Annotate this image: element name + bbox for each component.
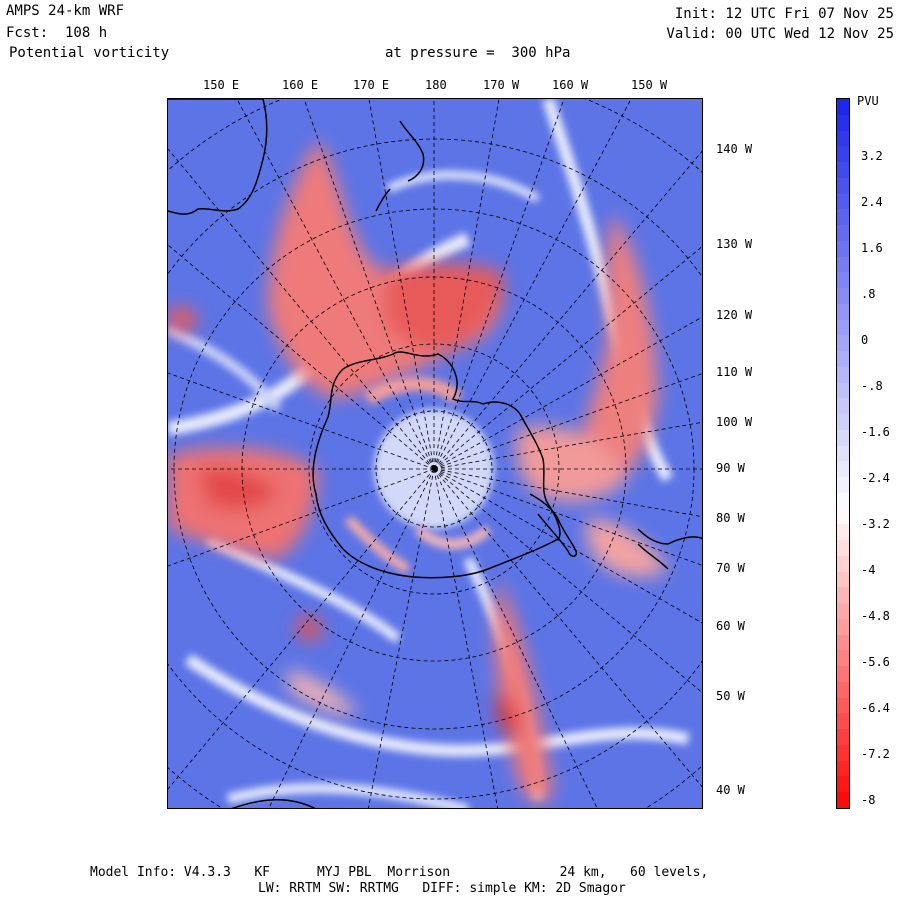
colorbar-cell: [837, 351, 849, 368]
colorbar-cell: [837, 524, 849, 541]
colorbar-cell: [837, 303, 849, 321]
colorbar-cell: [837, 130, 849, 147]
lon-label-170e: 170 E: [353, 78, 390, 92]
colorbar-cell: [837, 240, 849, 258]
colorbar-tick-label: -7.2: [861, 747, 890, 761]
colorbar-tick-label: -2.4: [861, 471, 890, 485]
colorbar-cell: [837, 209, 849, 226]
lon-label-80w: 80 W: [716, 511, 745, 525]
colorbar-cell: [837, 99, 849, 116]
colorbar-cell: [837, 193, 849, 210]
field-name: Potential vorticity: [9, 45, 170, 61]
colorbar-cell: [837, 288, 849, 305]
colorbar-cell: [837, 555, 849, 573]
colorbar-cell: [837, 540, 849, 557]
colorbar-cell: [837, 713, 849, 730]
model-title: AMPS 24-km WRF: [6, 3, 125, 19]
model-info-line1: Model Info: V4.3.3 KF MYJ PBL Morrison 2…: [90, 865, 709, 880]
colorbar-tick-label: -5.6: [861, 655, 890, 669]
colorbar-cell: [837, 461, 849, 478]
lon-label-50w: 50 W: [716, 689, 745, 703]
pressure-level: at pressure = 300 hPa: [385, 45, 571, 61]
lon-label-130w: 130 W: [716, 237, 753, 251]
valid-time: Valid: 00 UTC Wed 12 Nov 25: [666, 26, 894, 42]
lon-label-120w: 120 W: [716, 308, 753, 322]
lon-label-150w: 150 W: [631, 78, 668, 92]
colorbar-tick-label: 2.4: [861, 195, 883, 209]
lon-label-40w: 40 W: [716, 783, 745, 797]
colorbar-cell: [837, 618, 849, 636]
lon-label-170w: 170 W: [483, 78, 520, 92]
colorbar-cell: [837, 319, 849, 336]
lon-label-180: 180: [425, 78, 447, 92]
lon-label-150e: 150 E: [203, 78, 240, 92]
colorbar-cell: [837, 697, 849, 714]
lon-label-160e: 160 E: [282, 78, 319, 92]
lon-label-60w: 60 W: [716, 619, 745, 633]
colorbar-cell: [837, 760, 849, 777]
colorbar-tick-label: -4.8: [861, 609, 890, 623]
colorbar: [836, 98, 850, 809]
colorbar-cell: [837, 603, 849, 620]
colorbar-cell: [837, 492, 849, 510]
colorbar-cell: [837, 177, 849, 195]
lon-label-160w: 160 W: [552, 78, 589, 92]
colorbar-cell: [837, 650, 849, 667]
antarctic-peninsula-coastline: [529, 493, 578, 557]
init-time: Init: 12 UTC Fri 07 Nov 25: [674, 6, 894, 22]
colorbar-cell: [837, 366, 849, 384]
colorbar-cell: [837, 666, 849, 683]
pv-negative-regions: [168, 139, 668, 804]
lon-label-90w: 90 W: [716, 461, 745, 475]
lon-label-140w: 140 W: [716, 142, 753, 156]
colorbar-tick-label: -8: [861, 793, 876, 807]
colorbar-cell: [837, 114, 849, 131]
colorbar-cell: [837, 256, 849, 273]
colorbar-tick-label: -1.6: [861, 425, 890, 439]
colorbar-units: PVU: [857, 94, 879, 108]
colorbar-cell: [837, 225, 849, 242]
colorbar-cell: [837, 776, 849, 793]
lower-left-coastline: [231, 799, 316, 808]
colorbar-cell: [837, 382, 849, 399]
colorbar-cell: [837, 414, 849, 431]
new-zealand-coastline: [375, 120, 425, 212]
colorbar-tick-label: -3.2: [861, 517, 890, 531]
australia-coastline: [168, 99, 268, 215]
colorbar-cell: [837, 398, 849, 415]
south-america-coastline: [637, 528, 702, 570]
lon-label-110w: 110 W: [716, 365, 753, 379]
coastlines: [168, 99, 702, 808]
colorbar-cell: [837, 162, 849, 179]
colorbar-tick-label: -.8: [861, 379, 883, 393]
colorbar-tick-label: -4: [861, 563, 876, 577]
pv-map-canvas: [168, 99, 702, 808]
colorbar-cell: [837, 744, 849, 762]
lon-label-70w: 70 W: [716, 561, 745, 575]
colorbar-cell: [837, 445, 849, 462]
colorbar-tick-label: .8: [861, 287, 876, 301]
colorbar-cell: [837, 477, 849, 494]
colorbar-cell: [837, 429, 849, 447]
colorbar-cell: [837, 146, 849, 163]
colorbar-cell: [837, 681, 849, 699]
colorbar-tick-label: 1.6: [861, 241, 883, 255]
colorbar-cell: [837, 508, 849, 525]
lon-label-100w: 100 W: [716, 415, 753, 429]
colorbar-cell: [837, 335, 849, 352]
colorbar-cell: [837, 272, 849, 289]
colorbar-tick-label: 3.2: [861, 149, 883, 163]
colorbar-cell: [837, 634, 849, 651]
pv-map: [167, 98, 703, 809]
model-info-line2: LW: RRTM SW: RRTMG DIFF: simple KM: 2D S…: [258, 881, 626, 896]
colorbar-tick-label: -6.4: [861, 701, 890, 715]
colorbar-cell: [837, 571, 849, 588]
colorbar-tick-label: 0: [861, 333, 869, 347]
antarctic-pv-streaks: [344, 377, 492, 574]
forecast-hour: Fcst: 108 h: [6, 25, 108, 41]
colorbar-cell: [837, 587, 849, 604]
colorbar-cell: [837, 729, 849, 746]
colorbar-cell: [837, 792, 849, 809]
graticule: [168, 99, 702, 808]
